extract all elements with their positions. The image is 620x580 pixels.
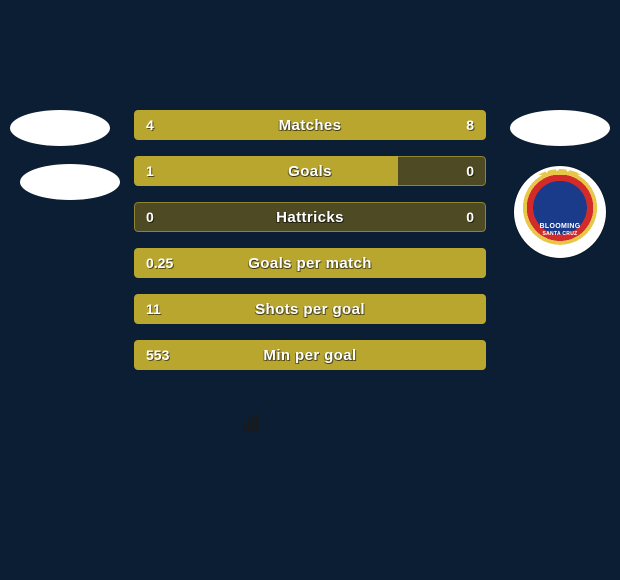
- bar-fill-left: [134, 340, 486, 370]
- bar-fill-left: [134, 294, 486, 324]
- bar-row: 00Hattricks: [134, 202, 486, 232]
- player-left-avatar-2: [20, 164, 120, 200]
- comparison-infographic: FernÃ¡ndez SÃ¡nchez vs H. Suarez Club co…: [0, 0, 620, 580]
- bar-fill-left: [134, 248, 486, 278]
- crest-label-main: BLOOMING: [540, 223, 581, 230]
- bar-fill-left: [134, 156, 398, 186]
- player-left-avatar-1: [10, 110, 110, 146]
- club-crest-blooming: BLOOMING SANTA CRUZ: [514, 166, 606, 258]
- bar-row: 48Matches: [134, 110, 486, 140]
- brand-icon: [242, 413, 262, 433]
- bar-row: 10Goals: [134, 156, 486, 186]
- bar-track: [134, 202, 486, 232]
- bar-row: 553Min per goal: [134, 340, 486, 370]
- bar-row: 11Shots per goal: [134, 294, 486, 324]
- bar-fill-right: [250, 110, 486, 140]
- bar-rows: 48Matches 10Goals 00Hattricks 0.25Goals per…: [134, 110, 486, 370]
- player-right-avatar: [510, 110, 610, 146]
- crest-label-sub: SANTA CRUZ: [543, 231, 578, 237]
- bar-row: 0.25Goals per match: [134, 248, 486, 278]
- crest-label: BLOOMING SANTA CRUZ: [517, 223, 603, 237]
- bar-fill-left: [134, 110, 250, 140]
- crest-crown-icon: [538, 166, 582, 175]
- comparison-chart: BLOOMING SANTA CRUZ 48Matches 10Goals 00Ha…: [0, 110, 620, 370]
